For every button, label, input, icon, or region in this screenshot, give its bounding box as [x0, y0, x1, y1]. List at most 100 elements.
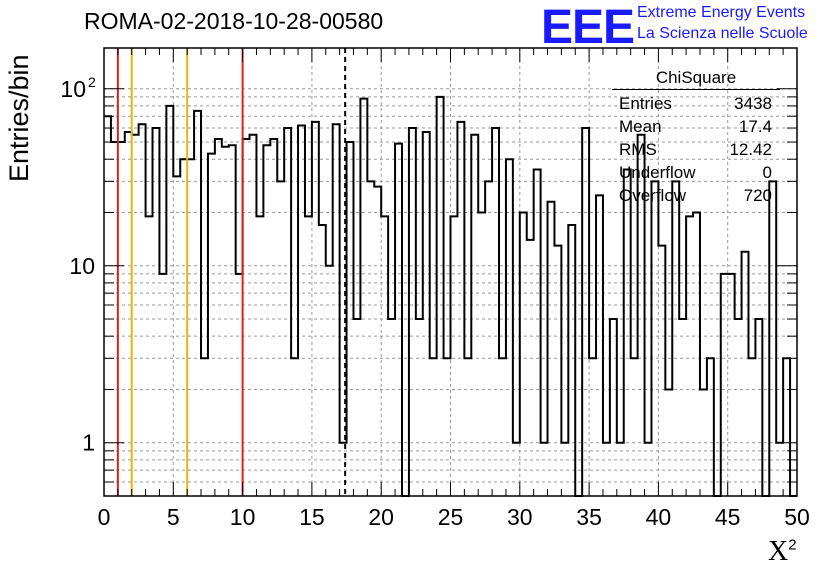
x-tick-label: 50: [784, 504, 810, 530]
histogram-bin: [645, 443, 652, 496]
histogram-bin: [721, 274, 728, 496]
histogram-bin: [381, 216, 388, 496]
histogram-bin: [520, 212, 527, 496]
histogram-bin: [610, 319, 617, 496]
histogram-bin: [658, 246, 665, 496]
histogram-bin: [492, 128, 499, 496]
histogram-bin: [353, 319, 360, 496]
histogram-bars: [104, 95, 797, 497]
histogram-bin: [478, 212, 485, 496]
histogram-bin: [783, 358, 790, 496]
stats-label: Mean: [619, 117, 662, 136]
histogram-bin: [471, 135, 478, 496]
stats-value: 720: [743, 186, 772, 205]
stats-row-mean: Mean 17.4: [612, 115, 780, 138]
histogram-bin: [728, 274, 735, 496]
stats-row-entries: Entries 3438: [612, 92, 780, 115]
histogram-bin: [554, 246, 561, 496]
stats-label: Underflow: [619, 163, 696, 182]
histogram-bin: [499, 358, 506, 496]
chart-title: ROMA-02-2018-10-28-00580: [84, 8, 384, 34]
histogram-bin: [527, 240, 534, 496]
stats-value: 3438: [734, 94, 772, 113]
stats-value: 12.42: [729, 140, 772, 159]
histogram-bin: [665, 389, 672, 496]
histogram-bin: [347, 142, 354, 496]
x-tick-label: 35: [576, 504, 602, 530]
histogram-bin: [686, 216, 693, 496]
y-tick-label: 1: [82, 430, 95, 456]
x-axis-label-base: X: [768, 536, 789, 567]
x-tick-label: 5: [167, 504, 180, 530]
stats-value: 17.4: [738, 117, 772, 136]
histogram-bin: [333, 124, 340, 496]
histogram-bin: [277, 181, 284, 496]
axes: [103, 47, 798, 497]
histogram-bin: [582, 128, 589, 496]
histogram-bin: [748, 358, 755, 496]
histogram-bin: [735, 319, 742, 496]
x-axis-label: X2: [768, 536, 797, 568]
stats-label: Overflow: [619, 186, 687, 205]
histogram-bin: [270, 139, 277, 496]
histogram-bin: [561, 443, 568, 496]
histogram-bin: [374, 187, 381, 496]
histogram-bin: [679, 319, 686, 496]
histogram-bin: [208, 154, 215, 496]
histogram-bin: [319, 225, 326, 496]
histogram-bin: [416, 319, 423, 496]
histogram-bin: [534, 169, 541, 496]
histogram-bin: [444, 358, 451, 496]
histogram-bin: [305, 216, 312, 496]
histogram-bin: [256, 216, 263, 496]
histogram-bin: [506, 159, 513, 496]
x-tick-label: 25: [438, 504, 464, 530]
histogram-bin: [624, 169, 631, 496]
histogram-bin: [291, 358, 298, 496]
histogram-bin: [457, 122, 464, 496]
histogram-bin: [173, 176, 180, 496]
histogram-bin: [180, 159, 187, 496]
y-tick-label: 10: [69, 253, 95, 279]
histogram-bin: [201, 358, 208, 496]
stats-label: Entries: [619, 94, 672, 113]
x-tick-label: 30: [507, 504, 533, 530]
histogram-bin: [589, 358, 596, 496]
histogram-bin: [298, 126, 305, 496]
histogram-bin: [755, 319, 762, 496]
histogram-bin: [146, 216, 153, 496]
eee-logo: EEE: [541, 1, 635, 54]
x-axis-label-superscript: 2: [788, 536, 797, 554]
x-tick-label: 40: [646, 504, 672, 530]
histogram-bin: [139, 124, 146, 496]
histogram-bin: [603, 443, 610, 496]
histogram-bin: [596, 195, 603, 496]
histogram-bin: [166, 106, 173, 496]
histogram-bin: [215, 139, 222, 496]
histogram-bin: [388, 319, 395, 496]
histogram-bin: [236, 274, 243, 496]
histogram-bin: [742, 252, 749, 496]
histogram-bin: [312, 122, 319, 496]
stats-value: 0: [762, 163, 772, 182]
histogram-bin: [326, 266, 333, 496]
histogram-bin: [340, 443, 347, 496]
histogram-bin: [700, 389, 707, 496]
y-tick-label: 10: [60, 76, 86, 102]
stats-label: RMS: [619, 140, 657, 159]
stats-row-underflow: Underflow 0: [612, 161, 780, 184]
logo-tagline-line2: La Scienza nelle Scuole: [637, 25, 808, 42]
histogram-bin: [672, 181, 679, 496]
histogram-bin: [707, 358, 714, 496]
x-tick-label: 0: [98, 504, 111, 530]
histogram-bin: [513, 443, 520, 496]
histogram-bin: [485, 181, 492, 496]
histogram-bin: [367, 181, 374, 496]
y-tick-label-superscript: 2: [88, 74, 96, 90]
histogram-bin: [153, 128, 160, 496]
histogram-bin: [409, 128, 416, 496]
histogram-bin: [263, 145, 270, 496]
stats-row-overflow: Overflow 720: [612, 184, 780, 207]
stats-box: ChiSquare Entries 3438 Mean 17.4 RMS 12.42 …: [612, 68, 780, 207]
